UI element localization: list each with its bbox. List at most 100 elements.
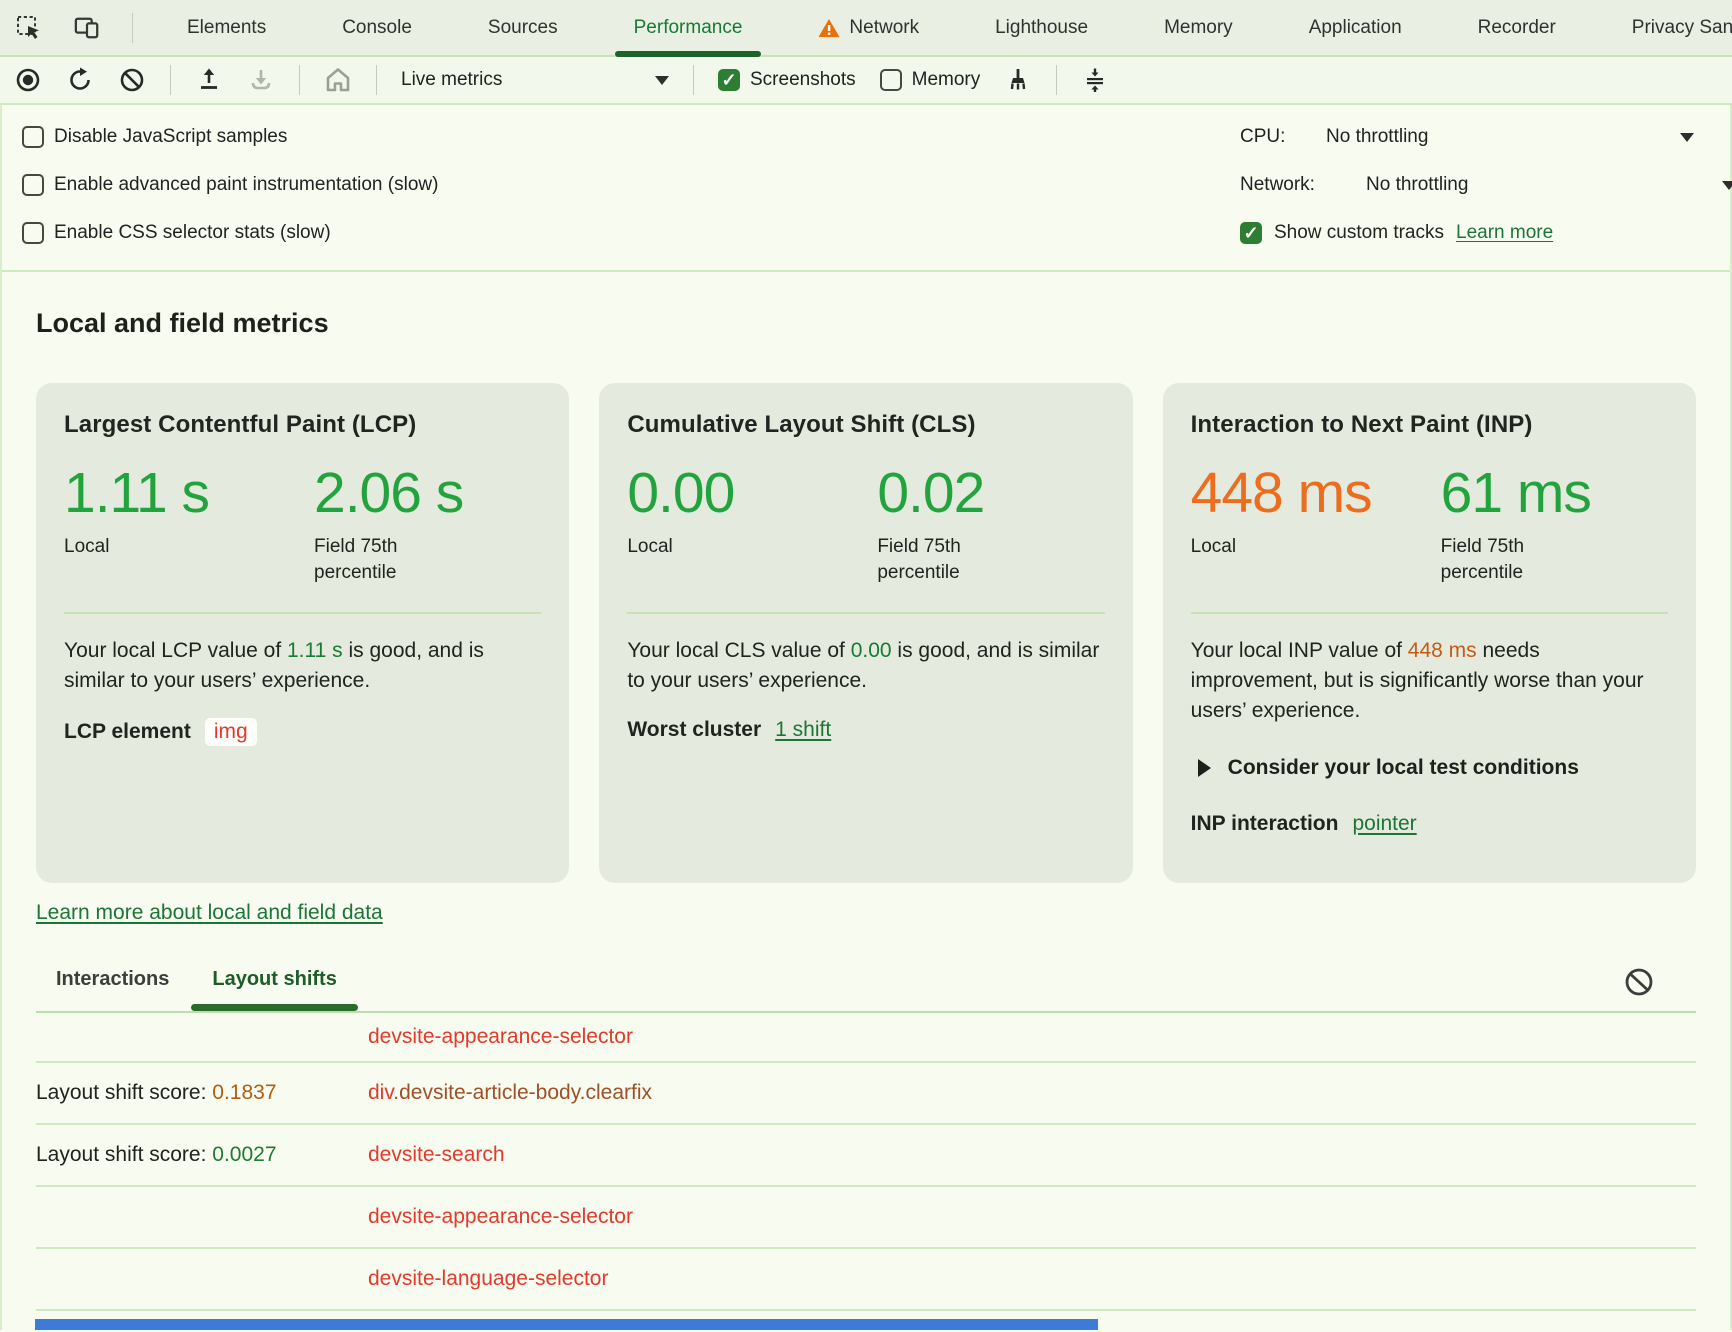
tab-sources[interactable]: Sources [466, 0, 580, 55]
tab-label: Lighthouse [995, 16, 1089, 38]
memory-checkbox-row[interactable]: Memory [879, 69, 981, 91]
tab-recorder[interactable]: Recorder [1456, 0, 1578, 55]
tab-privacy-sandbox[interactable]: Privacy Sandbox [1610, 0, 1732, 55]
cls-inline-value: 0.00 [850, 639, 892, 662]
tab-console[interactable]: Console [320, 0, 434, 55]
toolbar-separator [170, 65, 171, 95]
tab-elements[interactable]: Elements [165, 0, 288, 55]
tab-performance[interactable]: Performance [612, 0, 765, 57]
consider-label: Consider your local test conditions [1227, 756, 1579, 779]
field-label: Field 75th percentile [314, 536, 398, 583]
layout-shift-row[interactable]: devsite-language-selector [36, 1249, 1696, 1311]
record-icon[interactable] [14, 66, 42, 94]
brush-icon[interactable] [1004, 66, 1032, 94]
tab-label: Memory [1164, 16, 1233, 38]
card-title: Largest Contentful Paint (LCP) [64, 411, 417, 438]
tabbar-separator [132, 12, 133, 43]
tab-lighthouse[interactable]: Lighthouse [973, 0, 1110, 55]
inp-field-value: 61 ms [1440, 461, 1592, 525]
shift-element-link[interactable]: div.devsite-floating-action-buttons [368, 1330, 679, 1332]
toolbar-separator [299, 65, 300, 95]
home-icon[interactable] [324, 66, 352, 94]
cls-description: Your local CLS value of 0.00 is good, an… [627, 639, 1100, 692]
shift-element-link[interactable]: devsite-appearance-selector [368, 1205, 633, 1228]
reload-icon[interactable] [66, 66, 94, 94]
consider-conditions-expander[interactable]: Consider your local test conditions [1191, 756, 1668, 780]
performance-toolbar: Live metrics Screenshots Memory [0, 57, 1732, 105]
shift-element-link[interactable]: devsite-appearance-selector [368, 1025, 633, 1048]
tab-label: Privacy Sandbox [1631, 16, 1732, 38]
clear-icon[interactable] [118, 66, 146, 94]
inp-interaction-link[interactable]: pointer [1352, 812, 1417, 835]
advanced-paint-checkbox[interactable] [22, 174, 44, 196]
disable-js-samples-row[interactable]: Disable JavaScript samples [22, 113, 1730, 161]
inspect-element-icon[interactable] [16, 15, 42, 41]
shift-element-link[interactable]: div.devsite-article-body.clearfix [368, 1081, 653, 1104]
memory-checkbox[interactable] [879, 69, 902, 91]
chevron-down-icon [655, 75, 669, 85]
inp-inline-value: 448 ms [1407, 639, 1477, 662]
field-label: Field 75th percentile [877, 536, 961, 583]
inp-card: Interaction to Next Paint (INP) 448 ms L… [1162, 383, 1696, 883]
tab-memory[interactable]: Memory [1142, 0, 1255, 55]
checkbox-label: Enable advanced paint instrumentation (s… [54, 174, 439, 195]
disable-js-samples-checkbox[interactable] [22, 126, 44, 148]
tab-label: Sources [487, 16, 558, 38]
field-label: Field 75th percentile [1440, 536, 1525, 583]
screenshots-checkbox[interactable] [718, 69, 740, 91]
tab-label: Elements [187, 16, 267, 38]
cpu-value: No throttling [1326, 126, 1429, 147]
worst-cluster-link[interactable]: 1 shift [775, 718, 832, 741]
tab-network[interactable]: Network [796, 0, 941, 55]
shift-score-value: 0.1837 [212, 1081, 277, 1104]
css-selector-stats-row[interactable]: Enable CSS selector stats (slow) [22, 209, 1730, 257]
network-value: No throttling [1366, 174, 1469, 195]
page-title: Local and field metrics [36, 308, 329, 338]
tab-application[interactable]: Application [1287, 0, 1424, 55]
panel-mode-select[interactable]: Live metrics [401, 69, 669, 91]
score-cell: Layout shift score: 0.0027 [36, 1143, 277, 1166]
local-label: Local [627, 536, 673, 557]
learn-more-local-field-link[interactable]: Learn more about local and field data [36, 901, 383, 924]
learn-more-link[interactable]: Learn more [1456, 222, 1554, 243]
card-title: Cumulative Layout Shift (CLS) [627, 411, 976, 438]
custom-tracks-checkbox[interactable] [1240, 222, 1262, 244]
throttling-settings: CPU: No throttling Network: No throttlin… [1240, 113, 1732, 257]
layout-shift-row[interactable]: devsite-appearance-selector [36, 1013, 1696, 1063]
clear-log-icon[interactable] [1624, 967, 1654, 997]
collapse-icon[interactable] [1081, 66, 1109, 94]
layout-shift-row[interactable]: Layout shift score: 0.1837 div.devsite-a… [36, 1063, 1696, 1125]
css-selector-stats-checkbox[interactable] [22, 222, 44, 244]
expand-arrow-icon [1197, 759, 1211, 777]
upload-profile-icon[interactable] [195, 66, 223, 94]
panel-content: Disable JavaScript samples Enable advanc… [0, 105, 1732, 1332]
screenshots-checkbox-row[interactable]: Screenshots [718, 69, 856, 91]
checkbox-label: Enable CSS selector stats (slow) [54, 222, 331, 243]
device-toolbar-icon[interactable] [74, 15, 100, 41]
shift-element-link[interactable]: devsite-language-selector [368, 1267, 609, 1290]
lcp-inline-value: 1.11 s [286, 639, 343, 662]
lcp-card: Largest Contentful Paint (LCP) 1.11 s Lo… [36, 383, 570, 883]
card-divider [64, 612, 542, 614]
layout-shift-row[interactable]: div.devsite-floating-action-buttons [36, 1311, 1696, 1332]
toolbar-separator [1056, 65, 1058, 95]
advanced-paint-row[interactable]: Enable advanced paint instrumentation (s… [22, 161, 1730, 209]
cls-card: Cumulative Layout Shift (CLS) 0.00 Local… [599, 383, 1133, 883]
screenshots-label: Screenshots [750, 69, 856, 90]
card-divider [627, 612, 1105, 614]
local-label: Local [64, 536, 110, 557]
layout-shift-row[interactable]: Layout shift score: 0.0027 devsite-searc… [36, 1125, 1696, 1187]
cpu-throttling-select[interactable]: CPU: No throttling [1240, 113, 1732, 161]
tab-layout-shifts[interactable]: Layout shifts [191, 968, 359, 1011]
lcp-element-link[interactable]: img [204, 718, 257, 746]
network-throttling-select[interactable]: Network: No throttling [1240, 161, 1732, 209]
shift-element-link[interactable]: devsite-search [368, 1143, 505, 1166]
layout-shift-row[interactable]: devsite-appearance-selector [36, 1187, 1696, 1249]
shift-score-value: 0.0027 [212, 1143, 277, 1166]
download-profile-icon[interactable] [247, 66, 275, 94]
memory-label: Memory [911, 69, 981, 90]
tab-interactions[interactable]: Interactions [56, 968, 170, 990]
toolbar-separator [376, 65, 377, 95]
metric-cards: Largest Contentful Paint (LCP) 1.11 s Lo… [36, 383, 1696, 883]
